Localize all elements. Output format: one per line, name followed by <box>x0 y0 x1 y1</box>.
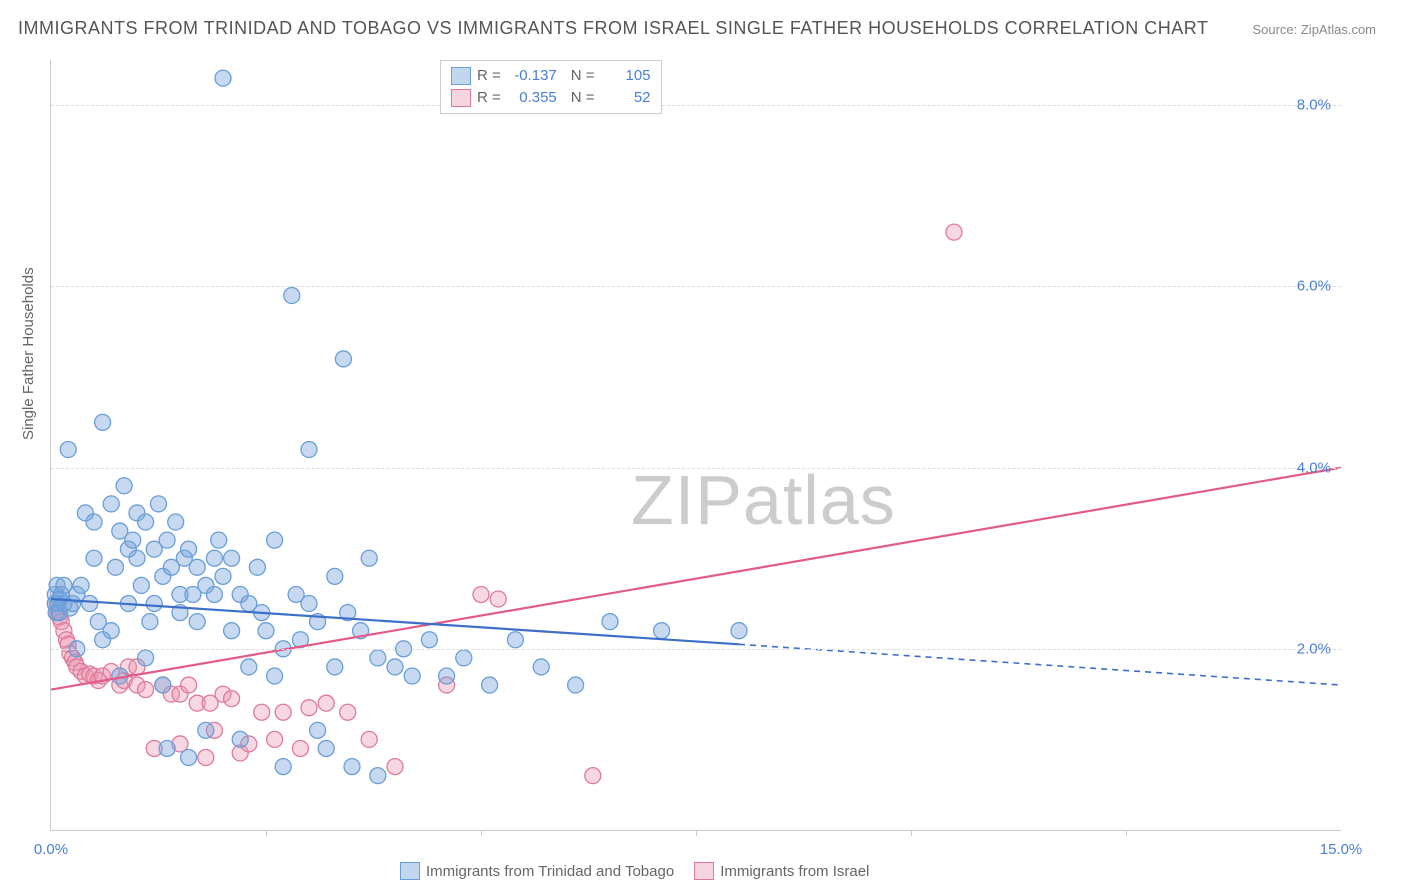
x-minor-tick <box>266 830 267 836</box>
n-label: N = <box>571 87 595 109</box>
y-tick-label: 8.0% <box>1297 97 1331 114</box>
n-value: 105 <box>601 65 651 87</box>
x-minor-tick <box>696 830 697 836</box>
y-axis-label: Single Father Households <box>20 267 37 440</box>
x-tick-label: 0.0% <box>34 841 68 858</box>
y-tick-label: 4.0% <box>1297 459 1331 476</box>
r-label: R = <box>477 65 501 87</box>
gridline <box>51 105 1341 106</box>
chart-svg <box>51 60 1341 830</box>
gridline <box>51 468 1341 469</box>
gridline <box>51 649 1341 650</box>
series-legend-item: Immigrants from Trinidad and Tobago <box>400 862 674 880</box>
series-legend: Immigrants from Trinidad and Tobago Immig… <box>400 862 869 880</box>
pink-swatch-icon <box>694 862 714 880</box>
series-legend-label: Immigrants from Israel <box>720 863 869 880</box>
r-value: -0.137 <box>507 65 557 87</box>
plot-area: ZIPatlas 2.0%4.0%6.0%8.0%0.0%15.0% <box>50 60 1341 831</box>
stats-legend-row: R = 0.355 N = 52 <box>451 87 651 109</box>
source-attribution: Source: ZipAtlas.com <box>1252 22 1376 37</box>
y-tick-label: 2.0% <box>1297 640 1331 657</box>
n-label: N = <box>571 65 595 87</box>
gridline <box>51 286 1341 287</box>
x-minor-tick <box>911 830 912 836</box>
y-tick-label: 6.0% <box>1297 278 1331 295</box>
chart-title: IMMIGRANTS FROM TRINIDAD AND TOBAGO VS I… <box>18 18 1208 39</box>
series-legend-item: Immigrants from Israel <box>694 862 869 880</box>
x-minor-tick <box>481 830 482 836</box>
r-label: R = <box>477 87 501 109</box>
n-value: 52 <box>601 87 651 109</box>
stats-legend: R = -0.137 N = 105 R = 0.355 N = 52 <box>440 60 662 114</box>
r-value: 0.355 <box>507 87 557 109</box>
blue-swatch-icon <box>400 862 420 880</box>
pink-swatch-icon <box>451 89 471 107</box>
series-legend-label: Immigrants from Trinidad and Tobago <box>426 863 674 880</box>
x-minor-tick <box>1126 830 1127 836</box>
blue-swatch-icon <box>451 67 471 85</box>
stats-legend-row: R = -0.137 N = 105 <box>451 65 651 87</box>
x-tick-label: 15.0% <box>1320 841 1363 858</box>
